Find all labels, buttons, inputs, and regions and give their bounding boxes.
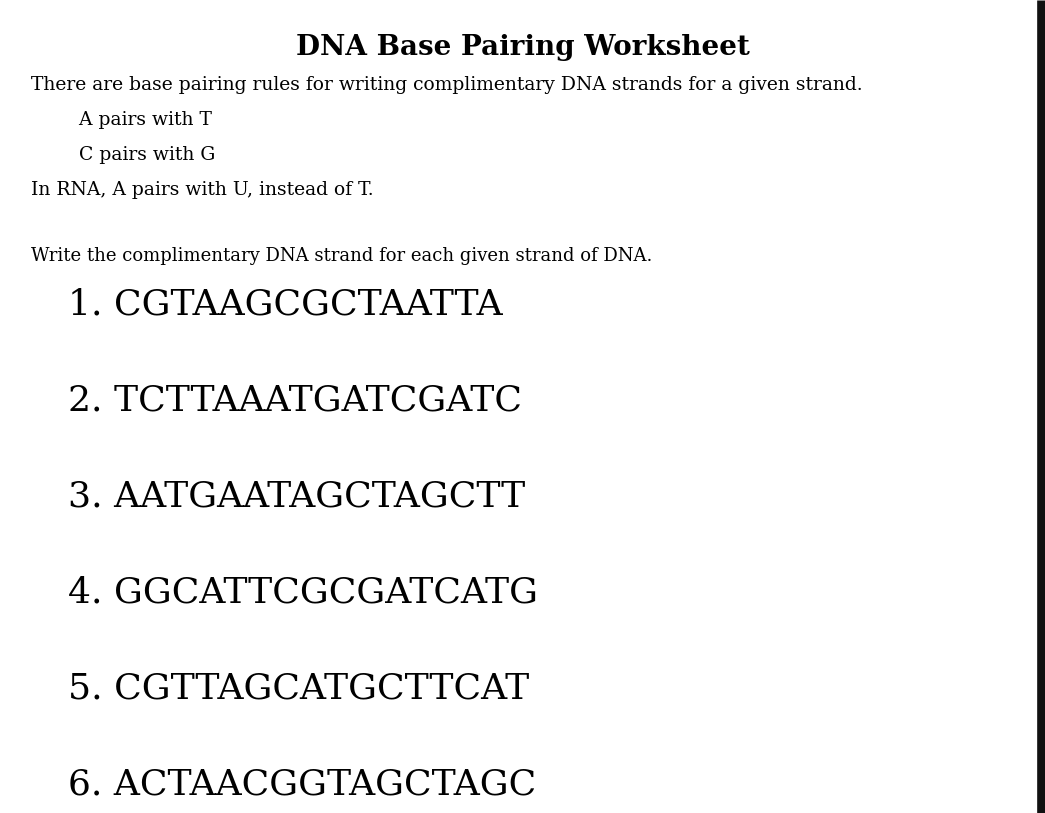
Text: DNA Base Pairing Worksheet: DNA Base Pairing Worksheet	[296, 34, 749, 61]
Text: C pairs with G: C pairs with G	[31, 146, 215, 164]
Text: 3. AATGAATAGCTAGCTT: 3. AATGAATAGCTAGCTT	[68, 480, 526, 514]
Text: 6. ACTAACGGTAGCTAGC: 6. ACTAACGGTAGCTAGC	[68, 767, 536, 802]
Text: 5. CGTTAGCATGCTTCAT: 5. CGTTAGCATGCTTCAT	[68, 672, 529, 706]
Text: There are base pairing rules for writing complimentary DNA strands for a given s: There are base pairing rules for writing…	[31, 76, 863, 94]
Text: In RNA, A pairs with U, instead of T.: In RNA, A pairs with U, instead of T.	[31, 181, 374, 199]
Text: 2. TCTTAAATGATCGATC: 2. TCTTAAATGATCGATC	[68, 384, 521, 418]
Text: 4. GGCATTCGCGATCATG: 4. GGCATTCGCGATCATG	[68, 576, 538, 610]
Text: A pairs with T: A pairs with T	[31, 111, 212, 129]
Text: Write the complimentary DNA strand for each given strand of DNA.: Write the complimentary DNA strand for e…	[31, 247, 653, 265]
Text: 1. CGTAAGCGCTAATTA: 1. CGTAAGCGCTAATTA	[68, 288, 503, 322]
